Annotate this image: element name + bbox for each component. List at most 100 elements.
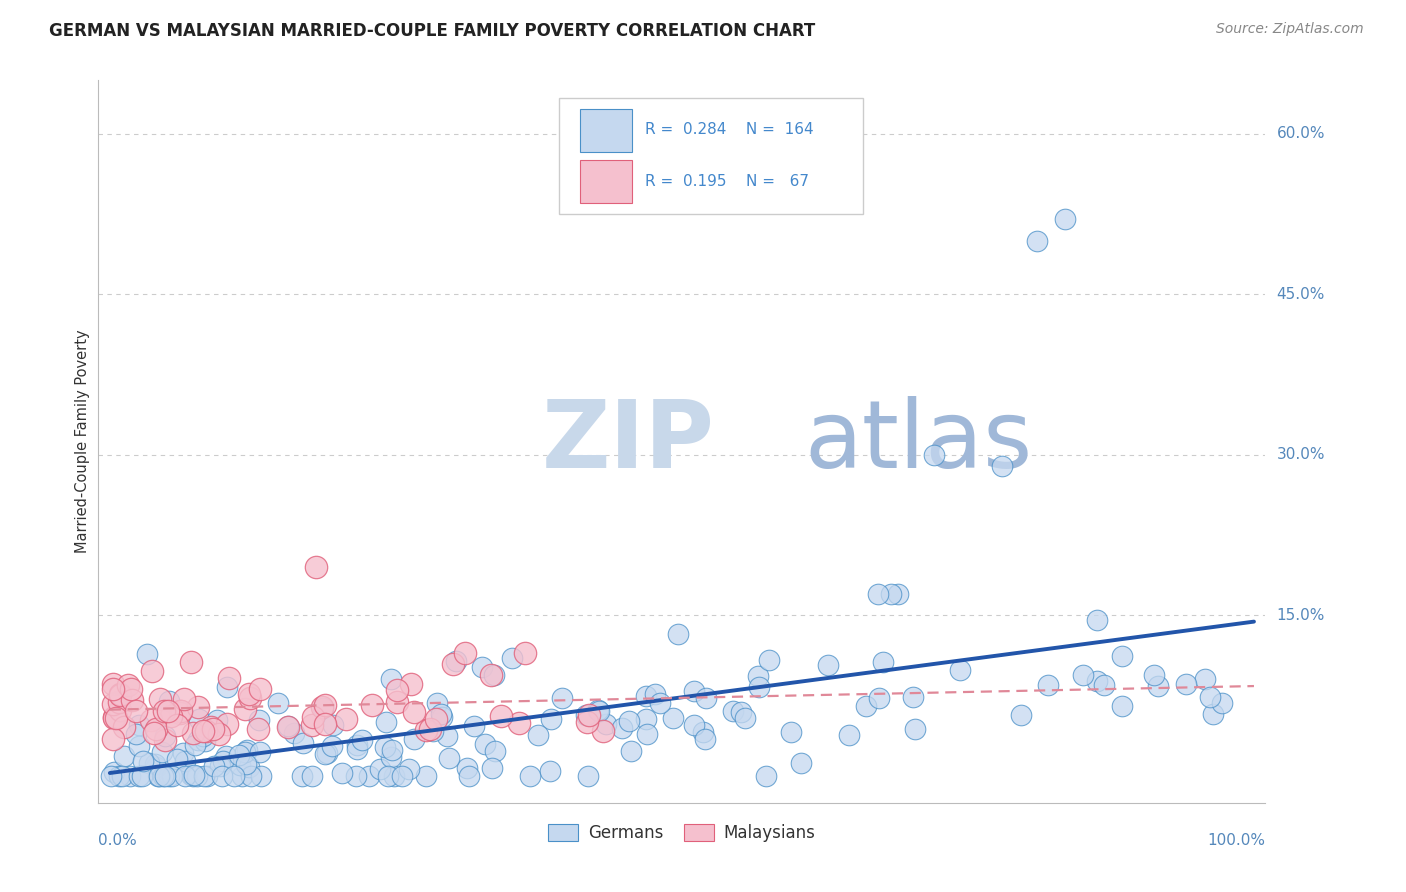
Text: R =  0.284    N =  164: R = 0.284 N = 164	[644, 122, 813, 136]
Point	[1211, 696, 1233, 710]
Point	[426, 697, 449, 711]
Point	[588, 704, 610, 718]
Point	[231, 769, 253, 783]
Point	[247, 713, 270, 727]
Point	[922, 448, 945, 462]
Point	[141, 665, 163, 679]
Point	[1025, 234, 1047, 248]
Point	[463, 719, 485, 733]
Point	[249, 682, 271, 697]
Point	[169, 706, 191, 721]
Point	[249, 745, 271, 759]
Point	[228, 758, 250, 772]
Point	[747, 668, 769, 682]
Point	[132, 754, 155, 768]
Point	[575, 714, 598, 729]
Point	[228, 748, 250, 763]
Point	[152, 769, 174, 783]
Text: 15.0%: 15.0%	[1277, 608, 1324, 623]
Point	[181, 769, 204, 783]
Point	[374, 739, 396, 754]
Point	[901, 690, 924, 704]
Point	[352, 732, 374, 747]
Point	[437, 751, 460, 765]
Point	[330, 766, 353, 780]
Point	[695, 690, 717, 705]
Point	[125, 705, 148, 719]
Point	[904, 722, 927, 736]
Point	[150, 745, 173, 759]
Point	[540, 712, 562, 726]
FancyBboxPatch shape	[581, 161, 631, 203]
Point	[191, 723, 214, 738]
Point	[290, 769, 312, 783]
Point	[868, 690, 890, 705]
Point	[482, 667, 505, 681]
Point	[316, 747, 339, 761]
Point	[239, 690, 262, 705]
Text: 45.0%: 45.0%	[1277, 287, 1324, 301]
Point	[153, 733, 176, 747]
Point	[1111, 698, 1133, 713]
Point	[166, 718, 188, 732]
Point	[108, 703, 131, 717]
Point	[683, 684, 706, 698]
Point	[201, 722, 224, 736]
Point	[471, 659, 494, 673]
Point	[513, 646, 536, 660]
Point	[145, 723, 167, 737]
Point	[586, 703, 609, 717]
Text: 100.0%: 100.0%	[1208, 833, 1265, 848]
Point	[103, 709, 125, 723]
Point	[148, 769, 170, 783]
Point	[103, 765, 125, 780]
Point	[634, 712, 657, 726]
Point	[387, 695, 409, 709]
Point	[181, 726, 204, 740]
Point	[595, 716, 617, 731]
Point	[311, 701, 333, 715]
Point	[173, 692, 195, 706]
Text: GERMAN VS MALAYSIAN MARRIED-COUPLE FAMILY POVERTY CORRELATION CHART: GERMAN VS MALAYSIAN MARRIED-COUPLE FAMIL…	[49, 22, 815, 40]
Text: 60.0%: 60.0%	[1277, 127, 1324, 141]
Point	[375, 715, 398, 730]
Point	[402, 705, 425, 719]
Point	[748, 681, 770, 695]
Point	[180, 768, 202, 782]
Point	[377, 769, 399, 783]
Point	[174, 769, 197, 783]
Point	[817, 658, 839, 673]
Point	[173, 754, 195, 768]
Point	[212, 755, 235, 769]
Point	[235, 757, 257, 772]
Point	[474, 737, 496, 751]
Point	[538, 764, 561, 778]
Point	[157, 704, 180, 718]
Point	[1199, 690, 1222, 705]
Point	[683, 718, 706, 732]
Point	[240, 769, 263, 783]
Point	[758, 653, 780, 667]
Point	[157, 694, 180, 708]
Point	[519, 769, 541, 783]
Text: ZIP: ZIP	[541, 395, 714, 488]
Point	[527, 728, 550, 742]
Point	[202, 759, 225, 773]
Point	[277, 719, 299, 733]
Point	[112, 720, 135, 734]
Point	[1146, 679, 1168, 693]
Point	[233, 702, 256, 716]
Point	[444, 654, 467, 668]
Point	[578, 708, 600, 723]
Point	[644, 687, 666, 701]
Point	[1054, 212, 1077, 227]
Point	[166, 751, 188, 765]
Point	[385, 682, 408, 697]
Point	[576, 769, 599, 783]
Point	[108, 688, 131, 702]
Point	[107, 695, 129, 709]
Point	[734, 711, 756, 725]
Point	[415, 769, 437, 783]
Point	[1111, 648, 1133, 663]
Text: R =  0.195    N =   67: R = 0.195 N = 67	[644, 174, 808, 189]
